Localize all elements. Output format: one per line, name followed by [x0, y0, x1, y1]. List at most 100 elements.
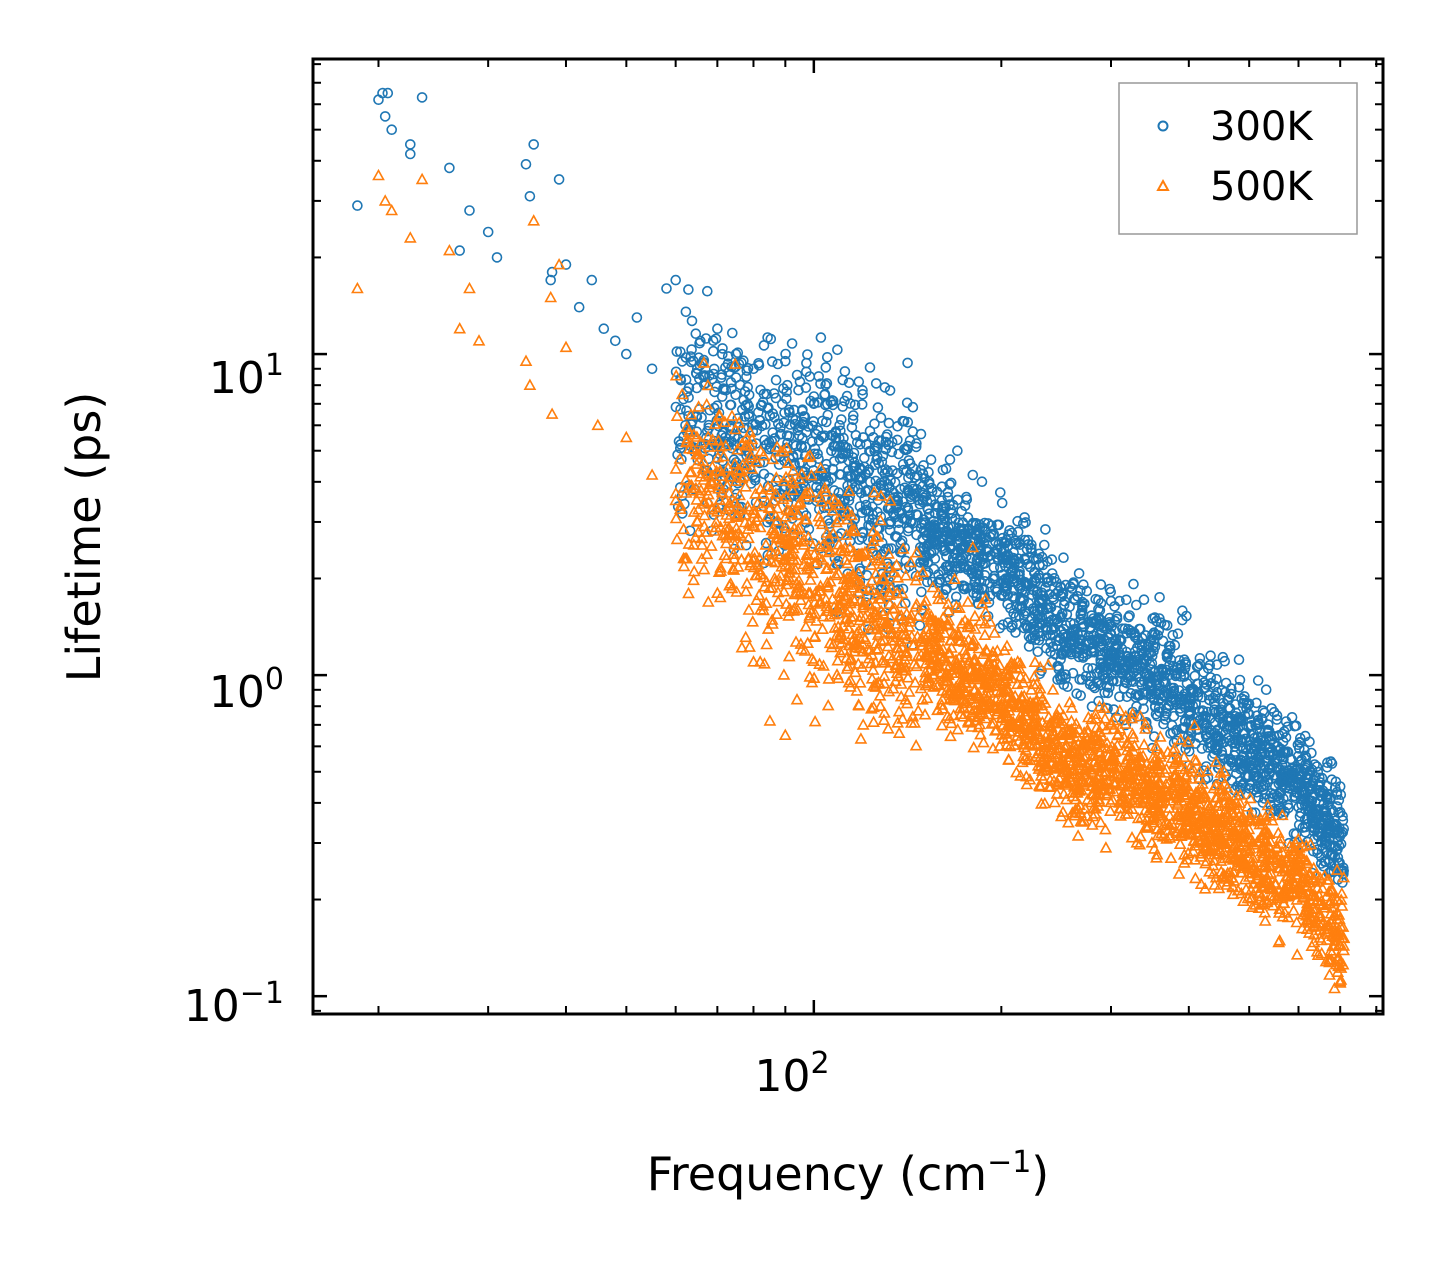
point-500k [1094, 815, 1108, 828]
point-300k [945, 477, 957, 489]
point-500k [948, 572, 962, 585]
point-300k [1233, 757, 1245, 769]
point-300k [858, 452, 870, 464]
point-500k [869, 680, 882, 692]
point-500k [695, 538, 709, 550]
point-300k [1300, 759, 1311, 771]
point-500k [1039, 740, 1052, 753]
point-300k [864, 362, 876, 373]
point-300k [1058, 552, 1069, 564]
point-300k [835, 414, 847, 425]
point-300k [1230, 725, 1242, 736]
point-300k [740, 400, 751, 412]
point-500k [1104, 804, 1117, 817]
point-500k [1016, 755, 1029, 768]
point-300k [758, 468, 770, 480]
point-500k [720, 479, 734, 491]
point-300k [902, 357, 913, 369]
point-300k [943, 535, 955, 546]
point-500k [853, 676, 867, 688]
point-500k [1130, 836, 1144, 848]
point-500k [1089, 775, 1103, 788]
point-500k [1209, 779, 1223, 791]
point-500k [1146, 751, 1160, 763]
point-500k [874, 489, 888, 501]
point-500k [919, 678, 932, 691]
point-500k [940, 654, 954, 666]
point-500k [733, 488, 746, 501]
point-300k [1290, 778, 1302, 790]
point-300k [1181, 678, 1193, 689]
point-300k [770, 374, 782, 386]
point-300k [856, 532, 868, 543]
point-300k [832, 344, 843, 356]
point-500k [739, 480, 752, 492]
point-500k [992, 702, 1006, 714]
point-300k [959, 500, 971, 512]
point-500k [875, 656, 889, 668]
point-300k [1077, 652, 1089, 663]
point-500k [850, 684, 864, 696]
point-300k [834, 453, 846, 464]
point-300k [707, 335, 719, 347]
point-500k [674, 499, 687, 511]
point-500k [1237, 894, 1250, 907]
point-500k [1209, 755, 1223, 767]
point-500k [1261, 798, 1275, 811]
point-300k [996, 536, 1008, 548]
point-300k [932, 501, 944, 513]
point-500k [687, 573, 700, 586]
point-500k [697, 356, 711, 368]
point-300k [726, 327, 738, 339]
point-300k [926, 486, 938, 497]
point-500k [1105, 752, 1119, 765]
point-300k [1129, 655, 1141, 667]
point-300k [1241, 697, 1252, 709]
point-500k [972, 686, 985, 699]
point-500k [853, 613, 867, 626]
point-500k [886, 651, 899, 664]
point-500k [870, 554, 884, 566]
point-500k [950, 666, 963, 679]
point-300k [1209, 707, 1221, 718]
point-300k [1050, 588, 1061, 600]
point-300k [945, 504, 957, 515]
point-300k [797, 466, 809, 478]
point-500k [1149, 739, 1163, 752]
point-500k [819, 485, 832, 497]
point-500k [698, 508, 711, 521]
point-500k [761, 510, 774, 522]
point-500k [974, 727, 987, 740]
point-300k [847, 414, 859, 426]
point-300k [1219, 736, 1230, 748]
point-500k [845, 508, 859, 521]
point-500k [682, 586, 695, 599]
point-500k [1332, 959, 1345, 972]
point-300k [717, 343, 728, 354]
point-500k [1056, 753, 1070, 765]
point-500k [1295, 850, 1309, 863]
point-500k [1134, 829, 1147, 842]
point-300k [1309, 817, 1321, 829]
point-500k [1314, 933, 1328, 946]
point-500k [1064, 746, 1078, 758]
point-500k [1292, 841, 1306, 853]
point-500k [812, 510, 826, 522]
point-300k [1121, 677, 1133, 689]
point-500k [1245, 900, 1259, 913]
point-300k [1073, 568, 1085, 579]
point-500k [911, 649, 925, 662]
point-300k [1079, 598, 1090, 610]
point-500k [748, 545, 762, 558]
point-300k [1296, 786, 1308, 798]
point-300k [958, 562, 970, 573]
point-300k [872, 402, 884, 413]
point-300k [1246, 719, 1257, 731]
point-300k [753, 359, 765, 371]
point-300k [801, 426, 812, 438]
point-300k [938, 545, 950, 557]
point-300k [710, 333, 722, 345]
point-500k [771, 595, 785, 607]
point-300k [1041, 577, 1053, 588]
point-500k [1085, 739, 1099, 752]
